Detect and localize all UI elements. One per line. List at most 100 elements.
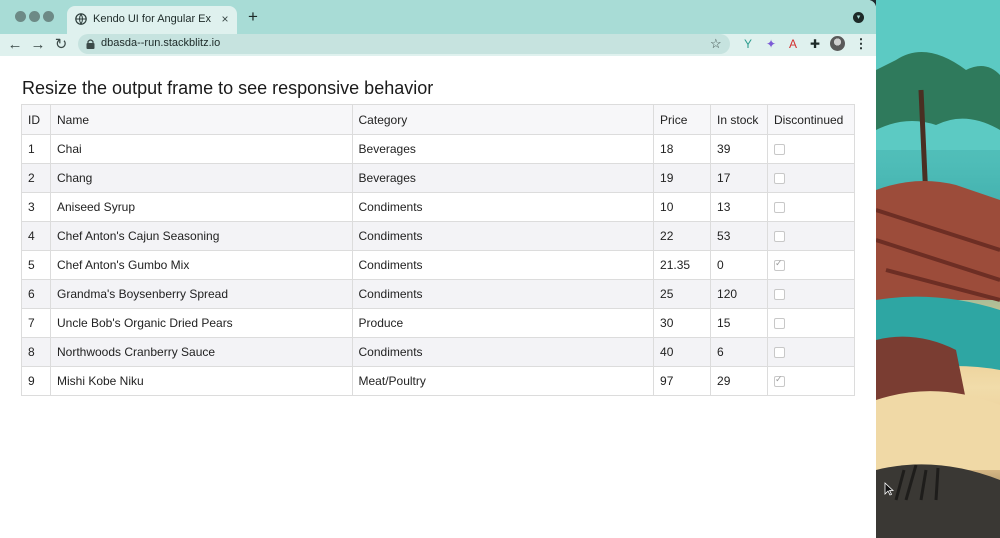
- cell-price: 19: [653, 163, 712, 193]
- cell-stock: 6: [710, 337, 768, 367]
- back-button[interactable]: ←: [7, 36, 23, 53]
- cell-category: Condiments: [351, 250, 655, 280]
- cell-discontinued: [766, 250, 856, 280]
- tab-strip: Kendo UI for Angular Example × + ▾: [0, 0, 876, 34]
- cell-discontinued: [766, 279, 856, 309]
- bookmark-star-icon[interactable]: ☆: [710, 36, 722, 51]
- cell-id: 2: [21, 163, 51, 193]
- browser-window: Kendo UI for Angular Example × + ▾ ← → ↻…: [0, 0, 876, 538]
- table-row[interactable]: 1 Chai Beverages 18 39: [21, 134, 856, 164]
- page-content: Resize the output frame to see responsiv…: [0, 56, 876, 538]
- discontinued-checkbox[interactable]: [773, 318, 785, 330]
- cell-discontinued: [766, 366, 856, 396]
- table-row[interactable]: 2 Chang Beverages 19 17: [21, 163, 856, 193]
- discontinued-checkbox[interactable]: [773, 202, 785, 214]
- zoom-window-button[interactable]: [43, 11, 54, 22]
- cell-id: 9: [21, 366, 51, 396]
- page-heading: Resize the output frame to see responsiv…: [22, 78, 434, 98]
- globe-icon: [75, 13, 87, 25]
- cell-name: Aniseed Syrup: [49, 192, 353, 222]
- cell-name: Chang: [49, 163, 353, 193]
- cell-id: 1: [21, 134, 51, 164]
- cell-price: 10: [653, 192, 712, 222]
- profile-avatar[interactable]: [830, 36, 845, 51]
- address-bar[interactable]: dbasda--run.stackblitz.io ☆: [78, 34, 730, 54]
- url-text[interactable]: dbasda--run.stackblitz.io: [101, 37, 221, 49]
- new-tab-button[interactable]: +: [248, 7, 258, 26]
- cell-discontinued: [766, 221, 856, 251]
- cell-name: Chef Anton's Cajun Seasoning: [49, 221, 353, 251]
- cell-id: 8: [21, 337, 51, 367]
- column-header-discontinued[interactable]: Discontinued: [766, 104, 856, 135]
- cell-category: Beverages: [351, 163, 655, 193]
- cell-price: 30: [653, 308, 712, 338]
- cell-stock: 15: [710, 308, 768, 338]
- cell-discontinued: [766, 192, 856, 222]
- table-row[interactable]: 4 Chef Anton's Cajun Seasoning Condiments 2…: [21, 221, 856, 251]
- extensions-puzzle-icon[interactable]: ✚: [809, 37, 821, 51]
- cell-category: Condiments: [351, 221, 655, 251]
- cell-stock: 0: [710, 250, 768, 280]
- grid-header-row: ID Name Category Price In stock Disconti…: [21, 104, 856, 135]
- minimize-window-button[interactable]: [29, 11, 40, 22]
- browser-menu-icon[interactable]: ⋮: [854, 36, 868, 51]
- cell-price: 97: [653, 366, 712, 396]
- cell-discontinued: [766, 134, 856, 164]
- cell-id: 3: [21, 192, 51, 222]
- table-row[interactable]: 6 Grandma's Boysenberry Spread Condiments 2…: [21, 279, 856, 309]
- cell-stock: 39: [710, 134, 768, 164]
- cell-category: Condiments: [351, 337, 655, 367]
- column-header-id[interactable]: ID: [21, 104, 51, 135]
- discontinued-checkbox[interactable]: [773, 258, 785, 272]
- angular-devtools-icon[interactable]: A: [788, 37, 797, 51]
- cell-price: 18: [653, 134, 712, 164]
- extension-purple-icon[interactable]: ✦: [765, 37, 777, 51]
- column-header-price[interactable]: Price: [653, 104, 712, 135]
- tab-close-icon[interactable]: ×: [221, 12, 229, 26]
- cell-price: 21.35: [653, 250, 712, 280]
- browser-tab[interactable]: Kendo UI for Angular Example ×: [67, 6, 237, 34]
- discontinued-checkbox[interactable]: [773, 231, 785, 243]
- cell-stock: 13: [710, 192, 768, 222]
- cell-name: Northwoods Cranberry Sauce: [49, 337, 353, 367]
- cell-discontinued: [766, 337, 856, 367]
- close-window-button[interactable]: [15, 11, 26, 22]
- cell-name: Chef Anton's Gumbo Mix: [49, 250, 353, 280]
- desktop-wallpaper: [876, 0, 1000, 538]
- discontinued-checkbox[interactable]: [773, 289, 785, 301]
- cell-stock: 17: [710, 163, 768, 193]
- vue-devtools-icon[interactable]: Y: [743, 37, 752, 51]
- table-row[interactable]: 3 Aniseed Syrup Condiments 10 13: [21, 192, 856, 222]
- column-header-name[interactable]: Name: [49, 104, 353, 135]
- discontinued-checkbox[interactable]: [773, 144, 785, 156]
- discontinued-checkbox[interactable]: [773, 347, 785, 359]
- table-row[interactable]: 5 Chef Anton's Gumbo Mix Condiments 21.35 0: [21, 250, 856, 280]
- cell-id: 4: [21, 221, 51, 251]
- table-row[interactable]: 9 Mishi Kobe Niku Meat/Poultry 97 29: [21, 366, 856, 396]
- forward-button[interactable]: →: [30, 36, 46, 53]
- lock-icon[interactable]: [86, 39, 95, 49]
- cell-name: Chai: [49, 134, 353, 164]
- cell-category: Meat/Poultry: [351, 366, 655, 396]
- column-header-category[interactable]: Category: [351, 104, 655, 135]
- cell-category: Condiments: [351, 192, 655, 222]
- discontinued-checkbox[interactable]: [773, 374, 785, 388]
- table-row[interactable]: 8 Northwoods Cranberry Sauce Condiments 40 6: [21, 337, 856, 367]
- cell-stock: 29: [710, 366, 768, 396]
- cell-name: Mishi Kobe Niku: [49, 366, 353, 396]
- cell-name: Uncle Bob's Organic Dried Pears: [49, 308, 353, 338]
- cell-id: 5: [21, 250, 51, 280]
- cell-category: Beverages: [351, 134, 655, 164]
- cell-stock: 53: [710, 221, 768, 251]
- cell-discontinued: [766, 163, 856, 193]
- table-row[interactable]: 7 Uncle Bob's Organic Dried Pears Produce 3…: [21, 308, 856, 338]
- tab-search-button[interactable]: ▾: [853, 12, 864, 23]
- browser-toolbar: ← → ↻ dbasda--run.stackblitz.io ☆ Y ✦ A …: [0, 34, 876, 56]
- cell-id: 7: [21, 308, 51, 338]
- column-header-in-stock[interactable]: In stock: [710, 104, 768, 135]
- cell-id: 6: [21, 279, 51, 309]
- reload-button[interactable]: ↻: [54, 36, 68, 53]
- cell-name: Grandma's Boysenberry Spread: [49, 279, 353, 309]
- discontinued-checkbox[interactable]: [773, 173, 785, 185]
- cell-stock: 120: [710, 279, 768, 309]
